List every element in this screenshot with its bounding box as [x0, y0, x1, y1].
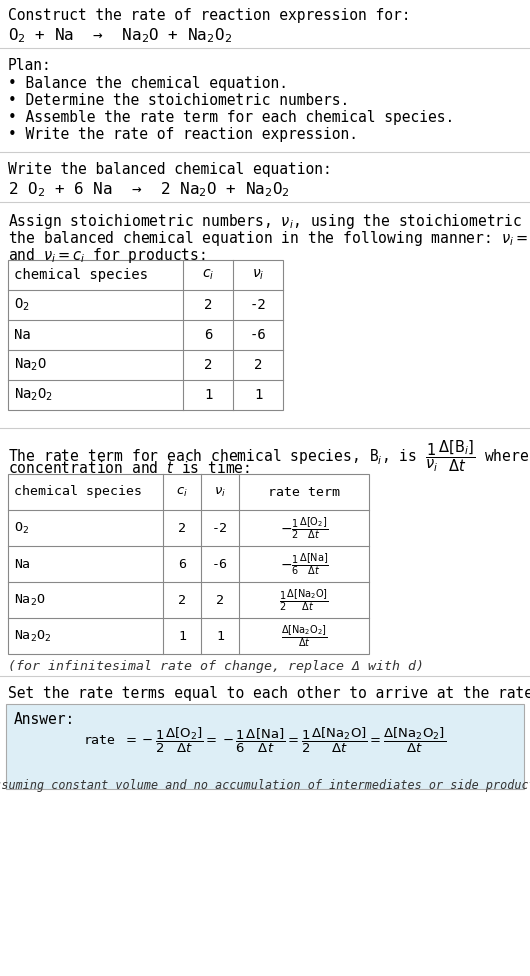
- Text: 6: 6: [178, 557, 186, 571]
- Text: O$_2$: O$_2$: [14, 520, 29, 536]
- Text: Assign stoichiometric numbers, $\nu_i$, using the stoichiometric coefficients, $: Assign stoichiometric numbers, $\nu_i$, …: [8, 212, 530, 231]
- Bar: [6, 704, 524, 789]
- Text: Na$_2$O: Na$_2$O: [14, 592, 46, 607]
- Text: 2: 2: [204, 298, 212, 312]
- Bar: [8, 474, 369, 654]
- Text: Na: Na: [14, 557, 30, 571]
- Text: Plan:: Plan:: [8, 58, 52, 73]
- Text: -6: -6: [212, 557, 228, 571]
- Text: (for infinitesimal rate of change, replace Δ with d): (for infinitesimal rate of change, repla…: [8, 660, 424, 673]
- Text: $c_i$: $c_i$: [202, 267, 214, 282]
- Text: 1: 1: [178, 630, 186, 642]
- Text: Write the balanced chemical equation:: Write the balanced chemical equation:: [8, 162, 332, 177]
- Text: and $\nu_i = c_i$ for products:: and $\nu_i = c_i$ for products:: [8, 246, 206, 265]
- Text: -2: -2: [250, 298, 267, 312]
- Text: $\frac{\Delta[\mathrm{Na_2O_2}]}{\Delta t}$: $\frac{\Delta[\mathrm{Na_2O_2}]}{\Delta …: [281, 623, 327, 649]
- Text: 2: 2: [178, 593, 186, 606]
- Text: Set the rate terms equal to each other to arrive at the rate expression:: Set the rate terms equal to each other t…: [8, 686, 530, 701]
- Text: chemical species: chemical species: [14, 268, 148, 282]
- Text: the balanced chemical equation in the following manner: $\nu_i = -c_i$ for react: the balanced chemical equation in the fo…: [8, 229, 530, 248]
- Text: $c_i$: $c_i$: [176, 485, 188, 499]
- Text: Na$_2$O$_2$: Na$_2$O$_2$: [14, 629, 51, 643]
- Text: 2: 2: [254, 358, 262, 372]
- Text: (assuming constant volume and no accumulation of intermediates or side products): (assuming constant volume and no accumul…: [0, 779, 530, 792]
- Text: 2: 2: [216, 593, 224, 606]
- Text: • Determine the stoichiometric numbers.: • Determine the stoichiometric numbers.: [8, 93, 349, 108]
- Text: Na$_2$O: Na$_2$O: [14, 357, 47, 373]
- Text: Na: Na: [14, 328, 31, 342]
- Text: chemical species: chemical species: [14, 485, 142, 499]
- Text: O$_2$: O$_2$: [14, 297, 30, 313]
- Text: $-\frac{1}{2}\frac{\Delta[\mathrm{O_2}]}{\Delta t}$: $-\frac{1}{2}\frac{\Delta[\mathrm{O_2}]}…: [280, 515, 328, 541]
- Text: O$_2$ + Na  →  Na$_2$O + Na$_2$O$_2$: O$_2$ + Na → Na$_2$O + Na$_2$O$_2$: [8, 26, 232, 45]
- Text: rate term: rate term: [268, 485, 340, 499]
- Text: $\frac{1}{2}\frac{\Delta[\mathrm{Na_2O}]}{\Delta t}$: $\frac{1}{2}\frac{\Delta[\mathrm{Na_2O}]…: [279, 588, 329, 613]
- Text: • Assemble the rate term for each chemical species.: • Assemble the rate term for each chemic…: [8, 110, 454, 125]
- Text: The rate term for each chemical species, B$_i$, is $\dfrac{1}{\nu_i}\dfrac{\Delt: The rate term for each chemical species,…: [8, 438, 530, 473]
- Text: 6: 6: [204, 328, 212, 342]
- Text: Construct the rate of reaction expression for:: Construct the rate of reaction expressio…: [8, 8, 411, 23]
- Text: 1: 1: [216, 630, 224, 642]
- Text: 2: 2: [204, 358, 212, 372]
- Text: 1: 1: [204, 388, 212, 402]
- Text: -2: -2: [212, 521, 228, 535]
- Text: 1: 1: [254, 388, 262, 402]
- Text: Answer:: Answer:: [14, 712, 75, 727]
- Text: • Balance the chemical equation.: • Balance the chemical equation.: [8, 76, 288, 91]
- Text: rate $= -\dfrac{1}{2}\dfrac{\Delta[\mathrm{O_2}]}{\Delta t}$$ = -\dfrac{1}{6}\df: rate $= -\dfrac{1}{2}\dfrac{\Delta[\math…: [83, 726, 447, 755]
- Text: -6: -6: [250, 328, 267, 342]
- Text: $\nu_i$: $\nu_i$: [252, 267, 264, 282]
- Text: • Write the rate of reaction expression.: • Write the rate of reaction expression.: [8, 127, 358, 142]
- Text: $-\frac{1}{6}\frac{\Delta[\mathrm{Na}]}{\Delta t}$: $-\frac{1}{6}\frac{\Delta[\mathrm{Na}]}{…: [279, 551, 329, 577]
- Text: concentration and $t$ is time:: concentration and $t$ is time:: [8, 460, 250, 476]
- Bar: [8, 260, 283, 410]
- Text: 2: 2: [178, 521, 186, 535]
- Text: $\nu_i$: $\nu_i$: [214, 485, 226, 499]
- Text: Na$_2$O$_2$: Na$_2$O$_2$: [14, 386, 53, 403]
- Text: 2 O$_2$ + 6 Na  →  2 Na$_2$O + Na$_2$O$_2$: 2 O$_2$ + 6 Na → 2 Na$_2$O + Na$_2$O$_2$: [8, 180, 290, 199]
